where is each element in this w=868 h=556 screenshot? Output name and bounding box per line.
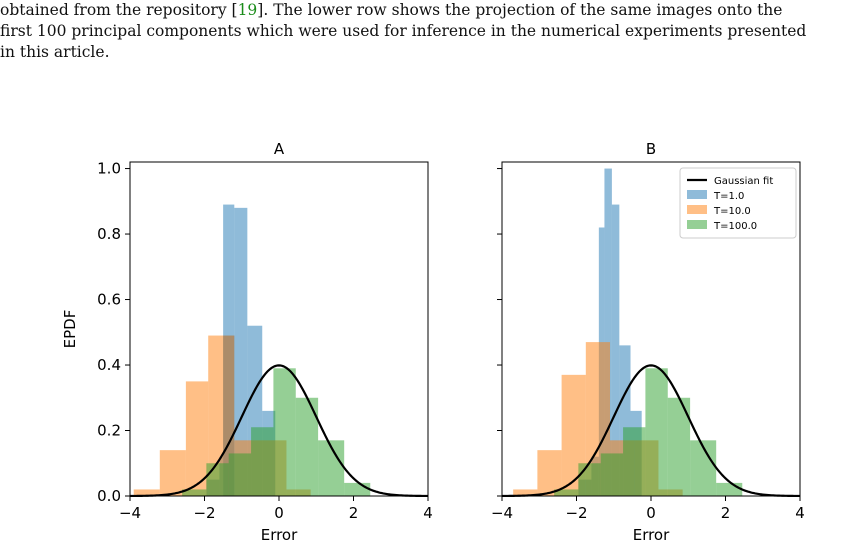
y-tick-label: 0.0 — [97, 487, 121, 505]
y-tick-label: 1.0 — [97, 160, 121, 178]
legend-entry: T=1.0 — [687, 190, 744, 202]
legend-label: T=10.0 — [713, 206, 751, 217]
histogram-bar — [600, 453, 624, 496]
x-tick-label: 0 — [646, 504, 656, 522]
legend-label: Gaussian fit — [714, 176, 773, 187]
caption-line-1: obtained from the repository [19]. The l… — [0, 0, 866, 21]
legend-entry: T=100.0 — [687, 220, 757, 232]
gaussian-fit-curve — [501, 364, 801, 498]
legend-swatch — [687, 220, 707, 229]
histogram-bar — [604, 168, 612, 497]
histogram-bar — [623, 427, 646, 496]
x-tick-label: −4 — [491, 504, 513, 522]
histogram-bar — [251, 427, 274, 496]
histogram-bar — [690, 440, 717, 496]
caption-line-3: in this article. — [0, 43, 110, 61]
legend-label: T=100.0 — [713, 221, 757, 232]
x-axis-label: Error — [261, 526, 298, 544]
histogram-bar — [716, 482, 743, 496]
histogram-bar — [228, 453, 252, 496]
x-tick-label: 2 — [721, 504, 731, 522]
histogram-bar — [513, 489, 538, 496]
histogram-bar — [159, 450, 186, 496]
gaussian-fit-curve — [129, 364, 429, 498]
histogram-bar — [344, 482, 371, 496]
legend-entry: T=10.0 — [687, 205, 751, 217]
caption-line-2: first 100 principal components which wer… — [0, 22, 807, 40]
panel-title: B — [646, 140, 656, 158]
legend-swatch — [687, 190, 707, 199]
x-tick-label: −4 — [119, 504, 141, 522]
histogram-bar — [667, 397, 691, 496]
x-tick-label: −2 — [565, 504, 587, 522]
caption-text: obtained from the repository [ — [0, 1, 238, 19]
figure-caption: obtained from the repository [19]. The l… — [0, 0, 866, 63]
histogram-bar — [619, 345, 631, 496]
histogram-bar — [182, 489, 207, 496]
y-tick-label: 0.4 — [97, 356, 121, 374]
legend-box — [679, 167, 797, 239]
series-t-100-0 — [554, 368, 743, 496]
series-t-100-0 — [182, 368, 371, 496]
histogram-bar — [537, 450, 562, 496]
histogram-bar — [185, 381, 209, 496]
histogram-bar — [554, 489, 579, 496]
x-tick-label: 4 — [423, 504, 433, 522]
legend-entry: Gaussian fit — [687, 176, 773, 187]
histogram-bar — [295, 397, 319, 496]
x-tick-label: 0 — [274, 504, 284, 522]
histogram-bar — [645, 368, 668, 496]
chart-panel-b: −4 −2 0 2 4 B Error Gaussian fit T=1.0 T=10.0 T=10… — [491, 140, 805, 544]
chart-panel-a: −4 −2 0 2 4 0.0 0.2 0.4 0.6 0.8 1.0 A Error EPDF — [61, 140, 433, 544]
legend: Gaussian fit T=1.0 T=10.0 T=100.0 — [679, 167, 797, 239]
x-tick-label: 4 — [795, 504, 805, 522]
panel-title: A — [274, 140, 285, 158]
histogram-bar — [578, 463, 601, 496]
citation-link[interactable]: 19 — [237, 1, 258, 19]
histogram-bar — [273, 368, 296, 496]
x-axis-label: Error — [633, 526, 670, 544]
y-tick-label: 0.6 — [97, 291, 121, 309]
legend-swatch — [687, 205, 707, 214]
y-tick-label: 0.2 — [97, 422, 121, 440]
legend-label: T=1.0 — [713, 191, 744, 202]
histogram-bar — [318, 440, 345, 496]
caption-text: ]. The lower row shows the projection of… — [257, 1, 783, 19]
x-tick-label: −2 — [193, 504, 215, 522]
histogram-bar — [206, 463, 229, 496]
y-tick-label: 0.8 — [97, 225, 121, 243]
x-tick-label: 2 — [349, 504, 359, 522]
histogram-bar — [133, 489, 160, 496]
histogram-bar — [611, 204, 620, 496]
y-axis-label: EPDF — [61, 310, 79, 349]
